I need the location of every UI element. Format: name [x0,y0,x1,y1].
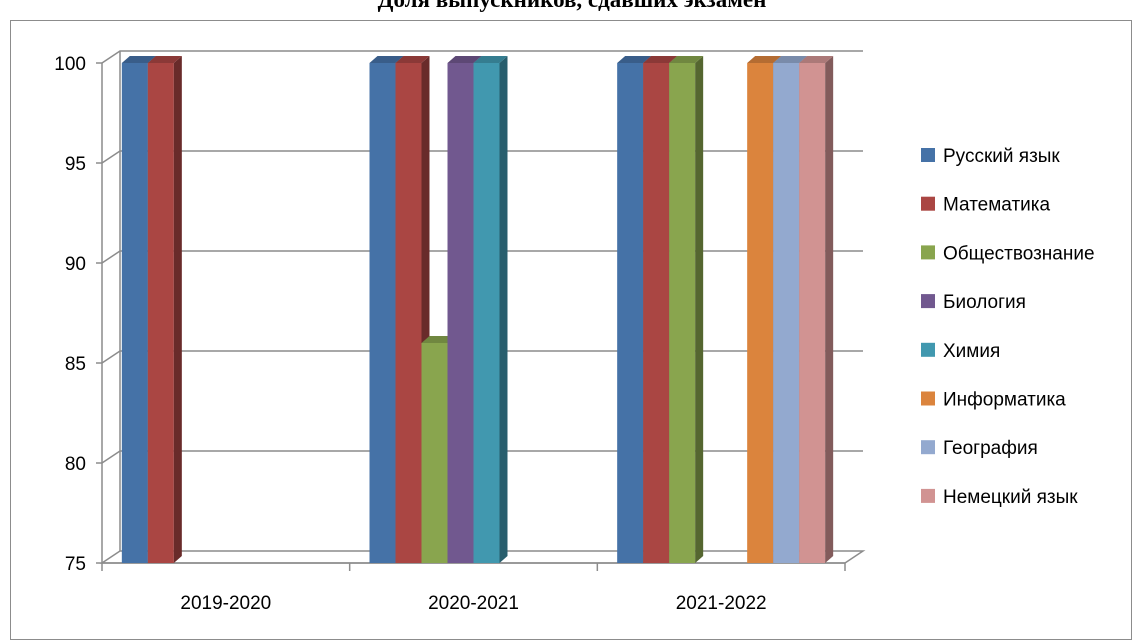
bar [147,56,182,563]
legend-label: Химия [943,341,1000,362]
x-tick-label: 2020-2021 [428,593,519,614]
gridline [101,350,863,364]
legend-label: Русский язык [943,146,1060,167]
legend-swatch [921,294,935,309]
legend-swatch [921,391,935,406]
legend-swatch [921,342,935,357]
y-tick-label: 75 [65,554,86,575]
bar [473,56,508,563]
gridline [101,250,863,264]
gridline [101,450,863,464]
legend-swatch [921,440,935,455]
legend-label: Обществознание [943,243,1095,264]
legend-swatch [921,245,935,260]
gridline [101,50,863,64]
y-tick-label: 100 [54,54,86,75]
bar-chart: 75 80 85 90 95 100 2019-2020 2020-2021 2021-2022… [54,50,1095,614]
y-tick-label: 95 [65,154,86,175]
legend-label: География [943,438,1038,459]
legend-label: Математика [943,195,1051,216]
bar [799,56,834,563]
legend-swatch [921,488,935,503]
y-tick-label: 85 [65,354,86,375]
y-tick-label: 90 [65,254,86,275]
legend-swatch [921,148,935,162]
gridline [101,150,863,164]
legend-label: Немецкий язык [943,487,1078,508]
legend-swatch [921,196,935,211]
bar [669,56,704,563]
legend-label: Биология [943,292,1026,313]
legend-label: Информатика [943,390,1066,411]
y-tick-label: 80 [65,454,86,475]
x-tick-label: 2019-2020 [180,593,271,614]
x-tick-label: 2021-2022 [676,593,767,614]
chart-title: Доля выпускников, сдавших экзамен [0,0,1144,13]
